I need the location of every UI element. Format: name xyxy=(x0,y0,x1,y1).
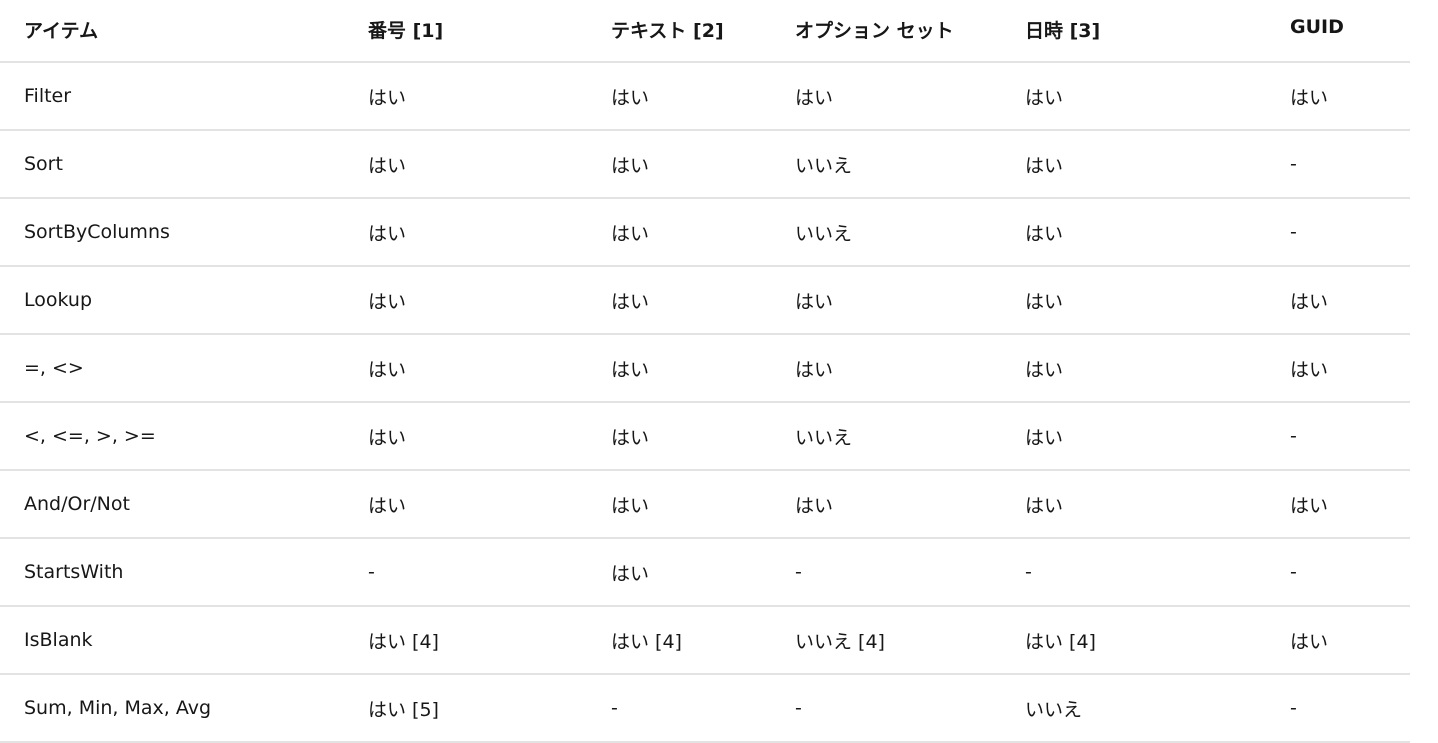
cell-datetime: - xyxy=(1001,538,1266,607)
cell-number: はい xyxy=(344,62,587,131)
cell-number: - xyxy=(344,538,587,607)
cell-text: はい xyxy=(587,266,771,335)
cell-option-set: はい xyxy=(771,266,1001,335)
cell-text: はい xyxy=(587,402,771,471)
cell-text: はい xyxy=(587,470,771,539)
cell-number: はい xyxy=(344,402,587,471)
table-row: StartsWith - はい - - - xyxy=(0,538,1410,607)
cell-number: はい [4] xyxy=(344,606,587,675)
cell-datetime: はい xyxy=(1001,402,1266,471)
cell-guid: - xyxy=(1266,198,1410,267)
table-row: =, <> はい はい はい はい はい xyxy=(0,334,1410,403)
cell-text: はい xyxy=(587,130,771,199)
cell-option-set: はい xyxy=(771,62,1001,131)
cell-number: はい xyxy=(344,198,587,267)
header-row: アイテム 番号 [1] テキスト [2] オプション セット 日時 [3] GUID xyxy=(0,0,1410,63)
table-row: Sum, Min, Max, Avg はい [5] - - いいえ - xyxy=(0,674,1410,743)
cell-text: はい xyxy=(587,538,771,607)
cell-option-set: いいえ [4] xyxy=(771,606,1001,675)
cell-text: はい xyxy=(587,334,771,403)
cell-number: はい xyxy=(344,266,587,335)
cell-option-set: はい xyxy=(771,334,1001,403)
cell-guid: はい xyxy=(1266,470,1410,539)
cell-number: はい [5] xyxy=(344,674,587,743)
cell-item: And/Or/Not xyxy=(0,470,344,539)
cell-datetime: はい xyxy=(1001,62,1266,131)
cell-guid: はい xyxy=(1266,62,1410,131)
cell-text: はい [4] xyxy=(587,606,771,675)
cell-item: IsBlank xyxy=(0,606,344,675)
cell-datetime: はい xyxy=(1001,266,1266,335)
cell-item: <, <=, >, >= xyxy=(0,402,344,471)
table-row: IsBlank はい [4] はい [4] いいえ [4] はい [4] はい xyxy=(0,606,1410,675)
cell-option-set: いいえ xyxy=(771,402,1001,471)
column-header-option-set: オプション セット xyxy=(771,0,1001,63)
table-body: Filter はい はい はい はい はい Sort はい はい いいえ はい - SortByColu… xyxy=(0,62,1410,743)
cell-datetime: はい xyxy=(1001,130,1266,199)
cell-guid: - xyxy=(1266,130,1410,199)
table-row: <, <=, >, >= はい はい いいえ はい - xyxy=(0,402,1410,471)
cell-option-set: いいえ xyxy=(771,198,1001,267)
table-row: And/Or/Not はい はい はい はい はい xyxy=(0,470,1410,539)
column-header-number: 番号 [1] xyxy=(344,0,587,63)
cell-item: Sort xyxy=(0,130,344,199)
column-header-text: テキスト [2] xyxy=(587,0,771,63)
cell-number: はい xyxy=(344,470,587,539)
column-header-guid: GUID xyxy=(1266,0,1410,63)
cell-guid: - xyxy=(1266,402,1410,471)
cell-guid: - xyxy=(1266,538,1410,607)
cell-item: Filter xyxy=(0,62,344,131)
column-header-datetime: 日時 [3] xyxy=(1001,0,1266,63)
table-row: Lookup はい はい はい はい はい xyxy=(0,266,1410,335)
cell-item: Sum, Min, Max, Avg xyxy=(0,674,344,743)
cell-text: - xyxy=(587,674,771,743)
cell-guid: はい xyxy=(1266,266,1410,335)
cell-item: =, <> xyxy=(0,334,344,403)
cell-option-set: - xyxy=(771,538,1001,607)
cell-item: StartsWith xyxy=(0,538,344,607)
cell-option-set: はい xyxy=(771,470,1001,539)
table-row: SortByColumns はい はい いいえ はい - xyxy=(0,198,1410,267)
table-row: Sort はい はい いいえ はい - xyxy=(0,130,1410,199)
cell-item: Lookup xyxy=(0,266,344,335)
cell-guid: はい xyxy=(1266,334,1410,403)
cell-number: はい xyxy=(344,334,587,403)
table-row: Filter はい はい はい はい はい xyxy=(0,62,1410,131)
cell-guid: はい xyxy=(1266,606,1410,675)
column-header-item: アイテム xyxy=(0,0,344,63)
cell-datetime: いいえ xyxy=(1001,674,1266,743)
cell-number: はい xyxy=(344,130,587,199)
cell-text: はい xyxy=(587,198,771,267)
cell-datetime: はい [4] xyxy=(1001,606,1266,675)
cell-item: SortByColumns xyxy=(0,198,344,267)
cell-datetime: はい xyxy=(1001,334,1266,403)
cell-datetime: はい xyxy=(1001,198,1266,267)
cell-datetime: はい xyxy=(1001,470,1266,539)
cell-option-set: いいえ xyxy=(771,130,1001,199)
cell-guid: - xyxy=(1266,674,1410,743)
cell-option-set: - xyxy=(771,674,1001,743)
cell-text: はい xyxy=(587,62,771,131)
